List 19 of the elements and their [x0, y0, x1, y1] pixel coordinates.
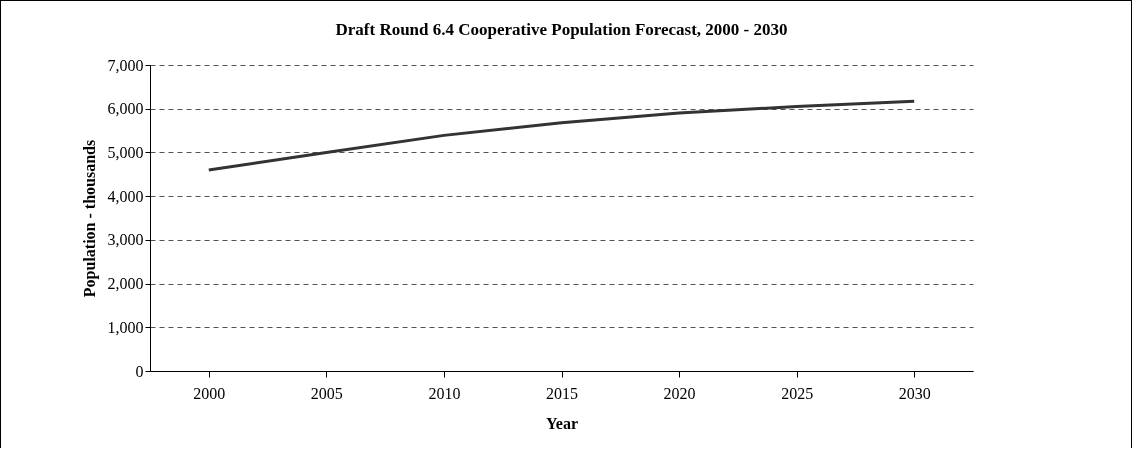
- x-tick-label: 2015: [546, 384, 578, 402]
- y-tick-label: 4,000: [107, 187, 144, 205]
- y-tick-label: 5,000: [107, 143, 144, 161]
- y-tick-label: 2,000: [107, 275, 144, 293]
- x-tick-label: 2030: [898, 384, 931, 402]
- x-axis-title: Year: [546, 414, 578, 432]
- line-series: [207, 99, 916, 172]
- y-tick-label: 6,000: [107, 100, 144, 118]
- x-tick-label: 2000: [193, 384, 226, 402]
- y-tick-label: 0: [135, 362, 144, 380]
- x-tick-label: 2010: [428, 384, 461, 402]
- y-axis-title: Population - thousands: [80, 139, 99, 298]
- chart-title: Draft Round 6.4 Cooperative Population Forecast, 2000 - 2030: [335, 20, 788, 39]
- x-tick-label: 2025: [781, 384, 814, 402]
- x-tick-label: 2005: [310, 384, 343, 402]
- y-tick-label: 3,000: [107, 231, 144, 249]
- y-tick-label: 7,000: [107, 56, 144, 74]
- x-tick-label: 2020: [663, 384, 696, 402]
- y-tick-label: 1,000: [107, 318, 144, 336]
